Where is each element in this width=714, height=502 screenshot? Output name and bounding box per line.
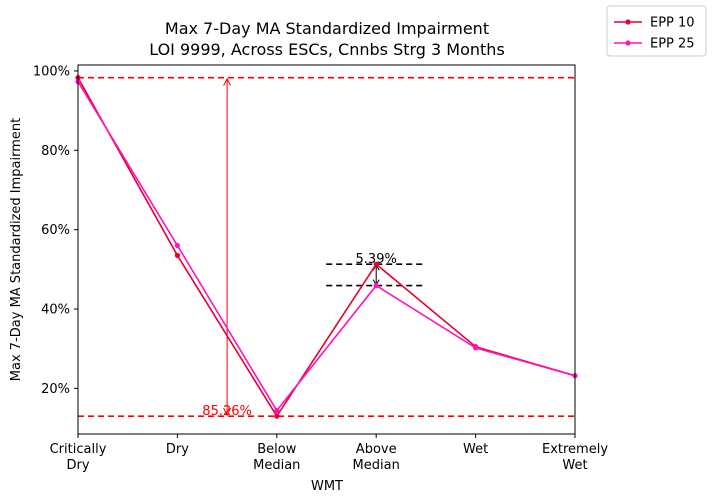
x-tick-label: Above Median — [353, 442, 400, 473]
series-1-point — [274, 413, 280, 419]
y-tick-label: 60% — [41, 223, 70, 238]
x-tick-label-line: Wet — [562, 458, 587, 473]
legend-label: EPP 25 — [650, 37, 695, 52]
x-tick-label-line: Dry — [66, 458, 89, 473]
x-tick-label-line: Median — [253, 458, 300, 473]
series-2-point — [174, 242, 180, 249]
series-line-2 — [77, 81, 576, 412]
series-2-point — [274, 407, 280, 414]
range-annotation-label: 85.26% — [202, 404, 252, 419]
y-tick-label: 20% — [41, 382, 70, 397]
legend: EPP 10 EPP 25 — [606, 5, 707, 57]
legend-label: EPP 10 — [650, 16, 695, 31]
x-tick-label: Wet — [463, 442, 488, 457]
chart-title-line-1: Max 7-Day MA Standardized Impairment — [165, 19, 489, 38]
difference-annotation-label: 5.39% — [356, 252, 397, 267]
y-tick-label: 40% — [41, 303, 70, 318]
x-tick-label: Below Median — [253, 442, 300, 473]
y-tick-label: 80% — [41, 144, 70, 159]
x-tick-label: Dry — [166, 442, 189, 457]
x-tick-label: Extremely Wet — [542, 442, 608, 473]
y-tick-label: 100% — [33, 64, 70, 79]
x-tick-label-line: Extremely — [542, 442, 608, 457]
series-line-1 — [77, 77, 576, 418]
x-tick-label-line: Dry — [166, 442, 189, 457]
x-tick-label-line: Above — [356, 442, 397, 457]
x-tick-label-line: Median — [353, 458, 400, 473]
x-axis-label: WMT — [311, 479, 343, 494]
legend-marker — [625, 40, 631, 46]
range-arrow-head-down — [223, 407, 232, 417]
x-tick-label-line: Wet — [463, 442, 488, 457]
legend-marker — [625, 19, 631, 25]
series-1-point — [373, 261, 379, 267]
chart-title-line-2: LOI 9999, Across ESCs, Cnnbs Strg 3 Mont… — [149, 40, 505, 59]
series-2-point — [373, 283, 379, 289]
series-2-point — [473, 345, 479, 351]
x-tick-label: Critically Dry — [50, 442, 107, 473]
plot-frame — [77, 64, 576, 435]
x-tick-label-line: Critically — [50, 442, 107, 457]
range-arrow-head-up — [223, 77, 232, 86]
y-axis-label: Max 7-Day MA Standardized Impairment — [9, 118, 24, 381]
x-tick-label-line: Below — [257, 442, 296, 457]
series-1-point — [174, 252, 180, 259]
